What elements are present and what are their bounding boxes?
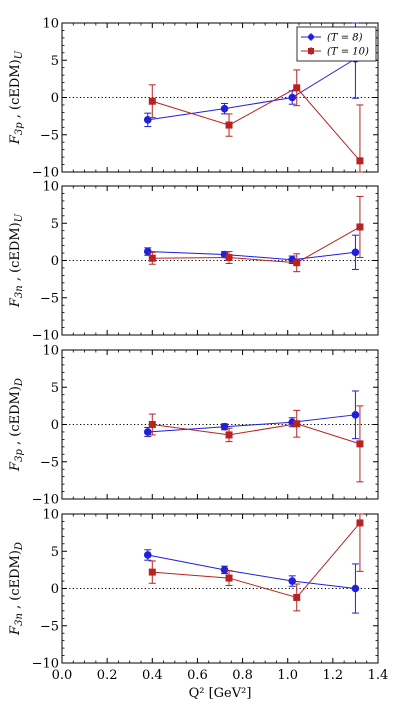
data-point	[351, 248, 360, 257]
data-point	[148, 568, 156, 576]
y-tick-label: 10	[42, 344, 59, 359]
series-line	[147, 414, 356, 433]
data-point	[220, 566, 229, 574]
data-point	[293, 593, 301, 601]
y-tick-label: 5	[51, 545, 59, 560]
y-axis-label: F3p , (cEDM)U	[8, 50, 25, 145]
y-tick-label: 10	[42, 17, 59, 32]
panel-3: −10 −5 0 5 10 F3p , (cEDM)D	[8, 344, 379, 508]
data-point	[220, 422, 229, 431]
y-tick-label: −10	[32, 657, 59, 672]
y-axis-label: F3n , (cEDM)D	[8, 542, 25, 636]
series-line	[147, 554, 356, 589]
y-axis-label-text: F3n , (cEDM)D	[8, 542, 25, 636]
y-tick-label: −10	[32, 493, 59, 508]
series-line	[152, 87, 361, 162]
data-point	[148, 421, 156, 428]
x-tick-label: 0.0	[52, 668, 73, 683]
y-tick-label: 5	[51, 217, 59, 232]
data-point	[225, 574, 233, 582]
data-point	[225, 121, 233, 129]
data-point	[143, 428, 152, 436]
data-point	[356, 519, 364, 527]
data-point	[225, 254, 233, 262]
y-axis-label-text: F3n , (cEDM)U	[8, 213, 25, 308]
y-tick-label: −5	[40, 455, 59, 470]
x-tick-label: 0.2	[97, 668, 118, 683]
x-tick-label: 0.4	[142, 668, 163, 683]
data-point	[288, 577, 297, 585]
legend-box	[296, 26, 377, 62]
series-line	[147, 251, 356, 261]
data-point	[356, 223, 364, 231]
panel-2: −10 −5 0 5 10 F3n , (cEDM)U	[8, 180, 379, 344]
y-tick-label: 0	[51, 582, 59, 597]
y-tick-label: −10	[32, 329, 59, 344]
y-tick-label: −5	[40, 291, 59, 306]
y-axis-label-text: F3p , (cEDM)D	[8, 378, 25, 472]
y-tick-label: 10	[42, 508, 59, 523]
x-tick-label: 0.6	[187, 668, 208, 683]
legend-label: (T = 10)	[327, 47, 369, 58]
data-point	[143, 116, 152, 124]
y-tick-label: 5	[51, 381, 59, 396]
series-line	[152, 226, 361, 264]
y-tick-label: 0	[51, 418, 59, 433]
series-1	[143, 234, 360, 270]
y-axis-label: F3n , (cEDM)U	[8, 213, 25, 308]
x-tick-label: 1.4	[368, 668, 389, 683]
panel-1: −10 −5 0 5 10 F3p , (cEDM)U (T = 8) (T = 10)	[8, 17, 379, 181]
y-axis-label-text: F3p , (cEDM)U	[8, 50, 25, 145]
series-2	[148, 69, 364, 173]
data-point	[293, 259, 301, 267]
y-tick-label: 0	[51, 254, 59, 269]
x-tick-label: 0.8	[232, 668, 253, 683]
y-tick-label: −10	[32, 166, 59, 181]
data-point	[351, 411, 360, 419]
y-tick-label: −5	[40, 619, 59, 634]
x-tick-label: 1.0	[277, 668, 298, 683]
data-point	[148, 97, 156, 105]
y-axis-label: F3p , (cEDM)D	[8, 378, 25, 472]
data-point	[148, 254, 156, 262]
series-1	[143, 549, 360, 614]
legend-marker	[308, 48, 314, 54]
series-2	[148, 195, 364, 273]
series-2	[148, 405, 364, 483]
series-2	[148, 513, 364, 612]
data-point	[143, 551, 152, 559]
data-point	[225, 431, 233, 439]
series-line	[147, 58, 356, 121]
legend: (T = 8) (T = 10)	[296, 26, 377, 62]
y-tick-label: −5	[40, 128, 59, 143]
data-point	[293, 420, 301, 428]
panel-4: −10 −5 0 5 10 0.0 0.2 0.4 0.6 0.8 1.0 1.2 1.4 F3n , (…	[8, 508, 388, 702]
series-line	[152, 522, 361, 599]
data-point	[143, 247, 152, 256]
legend-label: (T = 8)	[327, 33, 363, 44]
y-tick-label: 5	[51, 54, 59, 69]
y-tick-label: 10	[42, 180, 59, 195]
legend-marker	[308, 34, 314, 40]
data-point	[220, 104, 229, 113]
data-point	[356, 157, 364, 165]
x-tick-label: 1.2	[323, 668, 344, 683]
series-line	[152, 423, 361, 445]
y-tick-label: 0	[51, 91, 59, 106]
data-point	[351, 584, 360, 593]
x-axis-label: Q² [GeV²]	[189, 686, 252, 701]
data-point	[293, 84, 301, 92]
data-point	[356, 440, 364, 448]
data-point	[288, 93, 297, 102]
